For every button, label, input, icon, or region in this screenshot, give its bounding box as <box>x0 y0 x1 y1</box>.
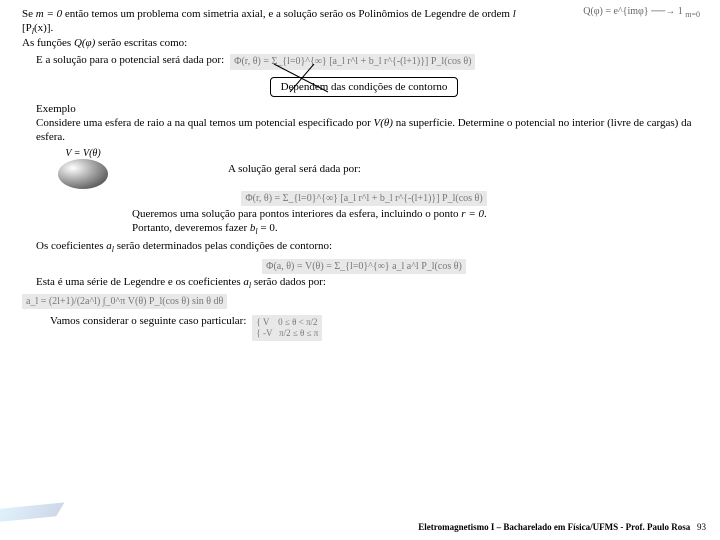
interior-text: Queremos uma solução para pontos interio… <box>132 208 706 237</box>
footer-text: Eletromagnetismo I – Bacharelado em Físi… <box>418 522 706 532</box>
solution-line: E a solução para o potencial será dada p… <box>36 54 706 71</box>
particular-line: Vamos considerar o seguinte caso particu… <box>50 315 706 342</box>
callout-box: Dependem das condições de contorno <box>270 77 459 97</box>
example-block: Exemplo Considere uma esfera de raio a n… <box>36 103 706 144</box>
general-solution-text: A solução geral será dada por: <box>228 163 361 175</box>
sphere-label: V = V(θ) <box>65 148 100 159</box>
formula-boundary: Φ(a, θ) = V(θ) = Σ_{l=0}^{∞} a_l a^l P_l… <box>262 259 466 274</box>
formula-case: { V 0 ≤ θ < π/2 { -V π/2 ≤ θ ≤ π <box>252 315 322 342</box>
formula-phi2: Φ(r, θ) = Σ_{l=0}^{∞} [a_l r^l + b_l r^{… <box>241 191 486 206</box>
example-title: Exemplo <box>36 103 76 115</box>
side-equation: Q(φ) = e^{imφ} ──→ 1 m=0 <box>583 6 700 19</box>
coef-line: Os coeficientes al serão determinados pe… <box>36 240 706 255</box>
formula-al: a_l = (2l+1)/(2a^l) ∫_0^π V(θ) P_l(cos θ… <box>22 294 227 309</box>
decorative-stripe <box>0 502 65 523</box>
sphere-icon <box>58 159 108 189</box>
legendre-line: Esta é uma série de Legendre e os coefic… <box>36 276 706 291</box>
